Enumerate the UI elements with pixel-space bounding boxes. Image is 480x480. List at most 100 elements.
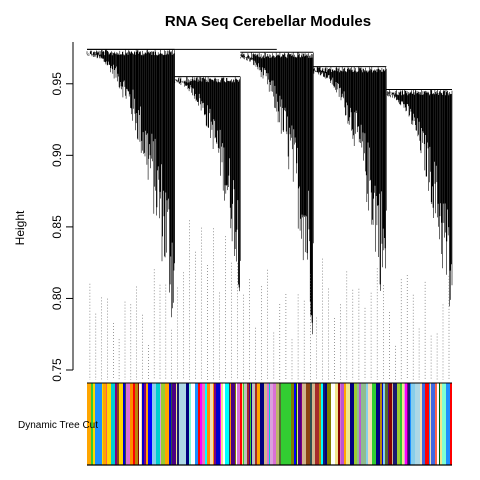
module-stripe	[203, 383, 205, 465]
module-stripe	[407, 383, 408, 465]
module-stripe	[130, 383, 133, 465]
module-stripe	[255, 383, 257, 465]
module-stripe	[183, 383, 186, 465]
y-tick-label: 0.95	[50, 72, 64, 96]
module-stripe	[229, 383, 230, 465]
dendrogram-tree	[86, 48, 453, 380]
module-stripe	[191, 383, 195, 465]
tree-branch	[386, 89, 453, 380]
module-stripe	[346, 383, 350, 465]
module-stripe	[361, 383, 363, 465]
module-stripe	[133, 383, 135, 465]
module-stripe	[289, 383, 291, 465]
module-stripe	[126, 383, 130, 465]
module-stripe	[87, 383, 91, 465]
module-stripe	[142, 383, 144, 465]
module-stripe	[230, 383, 231, 465]
module-stripe	[147, 383, 148, 465]
module-stripe	[250, 383, 251, 465]
module-stripe	[388, 383, 389, 465]
module-stripe	[393, 383, 397, 465]
module-stripe	[437, 383, 439, 465]
module-stripe	[171, 383, 172, 465]
module-stripe	[302, 383, 306, 465]
module-stripe	[380, 383, 382, 465]
module-stripe	[439, 383, 440, 465]
module-stripe	[422, 383, 425, 465]
module-stripe	[415, 383, 418, 465]
tree-branch	[86, 48, 175, 380]
module-stripe	[331, 383, 335, 465]
y-tick-label: 0.90	[50, 143, 64, 167]
module-stripe	[119, 383, 123, 465]
module-stripe	[200, 383, 202, 465]
module-stripe	[325, 383, 327, 465]
module-stripe	[372, 383, 376, 465]
module-stripe	[420, 383, 422, 465]
module-stripe	[376, 383, 380, 465]
module-stripe	[144, 383, 146, 465]
module-stripe	[148, 383, 152, 465]
module-stripe	[94, 383, 95, 465]
module-stripe	[269, 383, 270, 465]
module-stripe	[400, 383, 402, 465]
module-stripe	[335, 383, 338, 465]
branch-leaves	[174, 76, 241, 292]
module-stripe	[301, 383, 302, 465]
module-stripe	[321, 383, 323, 465]
module-stripe	[93, 383, 94, 465]
module-stripe	[186, 383, 189, 465]
module-stripe	[350, 383, 354, 465]
chart-title: RNA Seq Cerebellar Modules	[165, 13, 371, 30]
module-stripe	[172, 383, 176, 465]
module-stripe	[138, 383, 139, 465]
module-stripe	[221, 383, 223, 465]
module-stripe	[340, 383, 341, 465]
module-stripe	[240, 383, 242, 465]
module-stripe	[165, 383, 169, 465]
leaf-guides	[89, 269, 172, 380]
module-stripe	[402, 383, 404, 465]
module-stripe	[408, 383, 410, 465]
module-stripe	[397, 383, 400, 465]
module-stripe	[327, 383, 331, 465]
tree-branch	[240, 51, 314, 380]
module-stripe	[450, 383, 452, 465]
module-stripe	[264, 383, 267, 465]
module-stripe	[291, 383, 294, 465]
y-axis-ticks: 0.75 0.80 0.85 0.90 0.95	[50, 72, 73, 382]
module-stripe	[431, 383, 435, 465]
module-stripe	[294, 383, 296, 465]
module-stripe	[410, 383, 411, 465]
module-stripe	[297, 383, 298, 465]
y-tick-label: 0.80	[50, 286, 64, 310]
module-stripe	[257, 383, 260, 465]
module-stripe	[236, 383, 237, 465]
module-stripe	[179, 383, 183, 465]
module-stripe	[189, 383, 191, 465]
module-stripe	[392, 383, 393, 465]
module-stripe	[99, 383, 102, 465]
module-stripe	[243, 383, 244, 465]
module-stripe	[198, 383, 200, 465]
module-stripe	[260, 383, 264, 465]
module-stripe	[102, 383, 103, 465]
module-stripe	[141, 383, 142, 465]
module-stripe	[383, 383, 385, 465]
module-stripe	[446, 383, 450, 465]
module-stripe	[249, 383, 250, 465]
branch-leaves	[86, 49, 175, 318]
module-stripe	[285, 383, 289, 465]
module-stripe	[225, 383, 229, 465]
module-color-bar	[87, 382, 452, 466]
branch-leaves	[386, 89, 453, 307]
module-stripe	[95, 383, 99, 465]
module-stripe	[411, 383, 415, 465]
module-stripe	[139, 383, 141, 465]
leaf-guides	[316, 258, 384, 380]
module-stripe	[235, 383, 236, 465]
module-stripe	[442, 383, 446, 465]
module-stripe	[363, 383, 366, 465]
module-stripe	[306, 383, 310, 465]
module-stripe	[435, 383, 437, 465]
